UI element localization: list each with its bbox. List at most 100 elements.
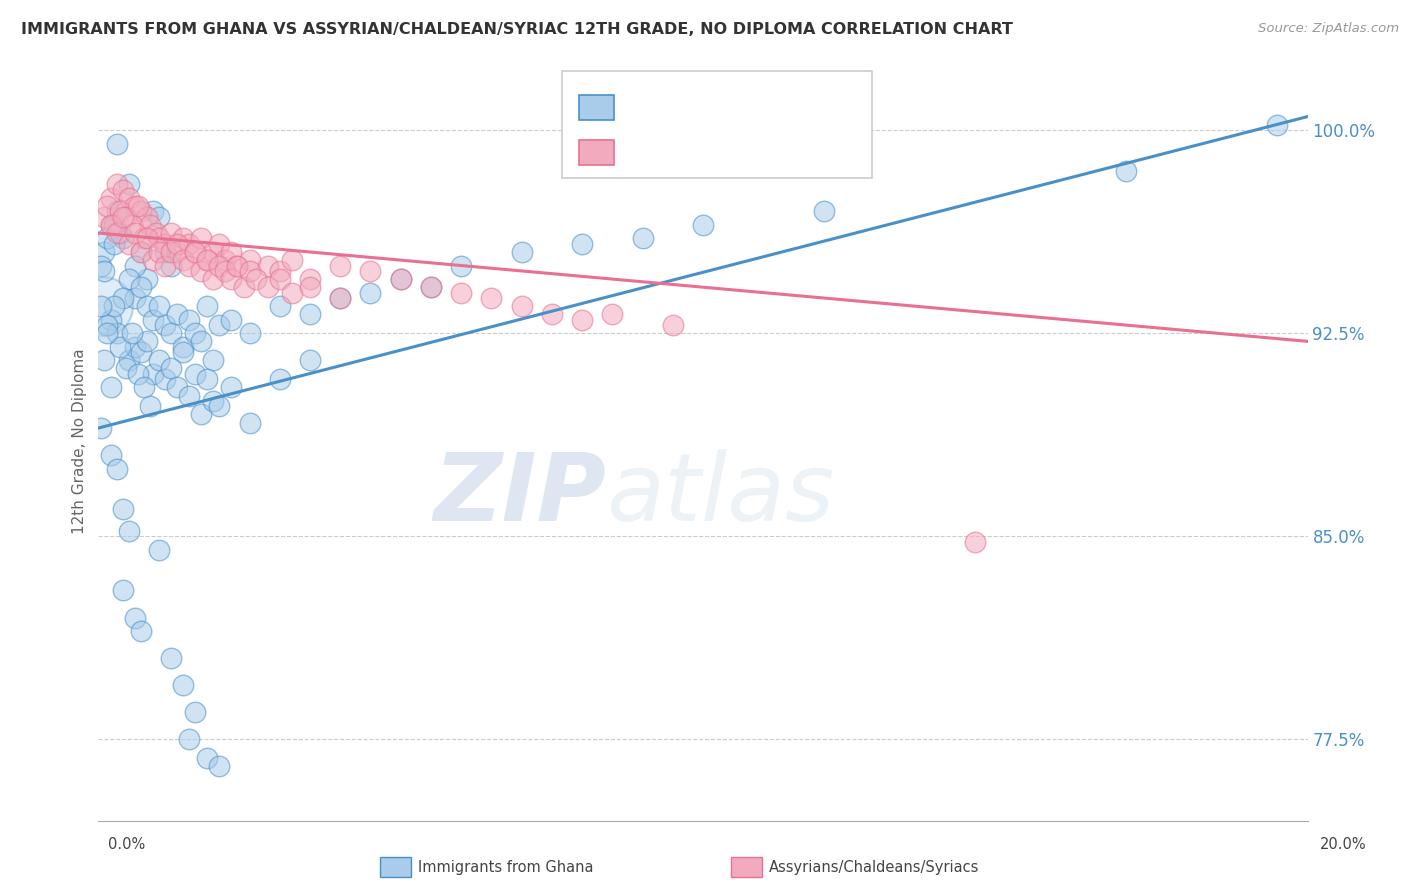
Point bbox=[93, 245, 115, 260]
Point bbox=[90, 259, 112, 273]
Point bbox=[103, 218, 125, 232]
Point bbox=[166, 307, 188, 321]
Point bbox=[118, 272, 141, 286]
Point bbox=[420, 280, 443, 294]
Point bbox=[111, 502, 134, 516]
Point bbox=[93, 210, 115, 224]
Text: Immigrants from Ghana: Immigrants from Ghana bbox=[418, 860, 593, 874]
Point bbox=[184, 245, 207, 260]
Point bbox=[160, 245, 183, 260]
Point bbox=[105, 136, 128, 151]
Point bbox=[105, 178, 128, 192]
Point bbox=[166, 236, 188, 251]
Point bbox=[214, 264, 236, 278]
Point bbox=[179, 259, 201, 273]
Point bbox=[208, 400, 231, 414]
Point bbox=[510, 299, 533, 313]
Point bbox=[281, 253, 304, 268]
Point bbox=[450, 285, 472, 300]
Point bbox=[124, 226, 146, 240]
Text: R = -0.129   N = 80: R = -0.129 N = 80 bbox=[626, 136, 803, 154]
Point bbox=[145, 226, 167, 240]
Text: 20.0%: 20.0% bbox=[1319, 838, 1367, 852]
Point bbox=[148, 542, 170, 557]
Point bbox=[299, 272, 322, 286]
Point bbox=[269, 372, 291, 386]
Point bbox=[132, 380, 155, 394]
Point bbox=[129, 245, 152, 260]
Point bbox=[166, 380, 188, 394]
Point bbox=[111, 231, 134, 245]
Point bbox=[208, 236, 231, 251]
Point bbox=[631, 231, 654, 245]
Point bbox=[232, 280, 254, 294]
Point bbox=[389, 272, 412, 286]
Point bbox=[111, 291, 134, 305]
Point bbox=[202, 245, 225, 260]
Point bbox=[148, 245, 170, 260]
Point bbox=[114, 361, 136, 376]
Point bbox=[153, 259, 176, 273]
Point bbox=[571, 236, 593, 251]
Point bbox=[481, 291, 503, 305]
Point bbox=[135, 334, 157, 349]
Point bbox=[118, 524, 141, 538]
Point bbox=[190, 408, 212, 422]
Point bbox=[129, 204, 152, 219]
Point bbox=[226, 259, 249, 273]
Point bbox=[256, 280, 278, 294]
Point bbox=[105, 226, 128, 240]
Text: 0.0%: 0.0% bbox=[108, 838, 145, 852]
Point bbox=[148, 231, 170, 245]
Point bbox=[299, 307, 322, 321]
Point bbox=[195, 372, 218, 386]
Point bbox=[179, 312, 201, 326]
Y-axis label: 12th Grade, No Diploma: 12th Grade, No Diploma bbox=[72, 349, 87, 534]
Point bbox=[91, 299, 114, 313]
Point bbox=[100, 380, 122, 394]
Point bbox=[450, 259, 472, 273]
Point bbox=[360, 285, 382, 300]
Point bbox=[153, 318, 176, 332]
Point bbox=[299, 353, 322, 368]
Point bbox=[239, 253, 262, 268]
Point bbox=[571, 312, 593, 326]
Point bbox=[135, 299, 157, 313]
Point bbox=[160, 326, 183, 341]
Point bbox=[100, 218, 122, 232]
Point bbox=[129, 245, 152, 260]
Point bbox=[118, 353, 141, 368]
Point bbox=[93, 353, 115, 368]
Point bbox=[329, 259, 352, 273]
Point bbox=[172, 345, 194, 359]
Point bbox=[602, 307, 624, 321]
Point bbox=[172, 231, 194, 245]
Point bbox=[100, 218, 122, 232]
Point bbox=[269, 299, 291, 313]
Point bbox=[208, 759, 231, 773]
Text: atlas: atlas bbox=[606, 449, 835, 541]
Point bbox=[190, 334, 212, 349]
Point bbox=[184, 367, 207, 381]
Point bbox=[389, 272, 412, 286]
Point bbox=[540, 307, 562, 321]
Point bbox=[190, 264, 212, 278]
Point bbox=[195, 253, 218, 268]
Point bbox=[111, 583, 134, 598]
Point bbox=[93, 264, 115, 278]
Point bbox=[172, 253, 194, 268]
Text: Assyrians/Chaldeans/Syriacs: Assyrians/Chaldeans/Syriacs bbox=[769, 860, 980, 874]
Point bbox=[160, 361, 183, 376]
Point bbox=[142, 367, 165, 381]
Point bbox=[661, 318, 683, 332]
Point bbox=[139, 400, 162, 414]
Point bbox=[179, 732, 201, 747]
Point bbox=[105, 461, 128, 475]
Point bbox=[96, 326, 118, 341]
Point bbox=[96, 318, 118, 332]
Point bbox=[195, 751, 218, 765]
Point bbox=[172, 678, 194, 692]
Point bbox=[100, 312, 122, 326]
Point bbox=[105, 326, 128, 341]
Point bbox=[124, 340, 146, 354]
